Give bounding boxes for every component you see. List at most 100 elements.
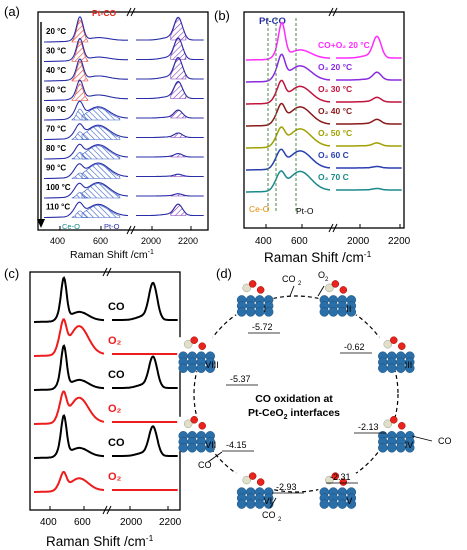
- panel-d: (d) I IIIIIIVVVIVIIVIII-0.62-2.13-2.31-2.…: [177, 266, 452, 523]
- series-label: O₂ 50 °C: [318, 128, 352, 138]
- series-label: 60 °C: [46, 105, 66, 114]
- oxygen-atom: [398, 422, 406, 430]
- energy-label: -2.13: [358, 422, 379, 432]
- state-label: III: [405, 360, 413, 370]
- panel-c-xtick-2000: 2000: [120, 517, 143, 528]
- series-line-right: [336, 35, 402, 59]
- panel-a-xtick-2200: 2200: [178, 236, 198, 246]
- oxygen-atom: [331, 472, 340, 480]
- molecule-arrow: [317, 285, 325, 297]
- panel-c-xtick-600: 600: [74, 517, 91, 528]
- state-label: VIII: [205, 360, 219, 370]
- series-line-left: [34, 471, 104, 493]
- series-label: O₂ 30 °C: [318, 84, 352, 94]
- series-line-left: [34, 318, 105, 357]
- ceria-atom: [187, 443, 197, 453]
- energy-label: -0.62: [344, 342, 365, 352]
- series-line-left: [44, 58, 128, 82]
- panel-b-xtick-2200: 2200: [388, 236, 411, 247]
- panel-c-xlabel: Raman Shift /cm-1: [46, 533, 154, 549]
- state-label: IV: [405, 440, 414, 450]
- panel-c-frame: [29, 271, 181, 511]
- panel-a-xtick-400: 400: [50, 236, 65, 246]
- series-label: O₂: [108, 403, 122, 415]
- pt-atom: [383, 339, 393, 349]
- pt-atom: [183, 339, 193, 349]
- hatched-peak-ptco: [71, 41, 89, 62]
- state-label: V: [346, 496, 352, 506]
- series-line-right: [136, 37, 204, 61]
- molecule-co2-bottom-sub: 2: [278, 517, 282, 523]
- cycle-path: [193, 295, 399, 493]
- axis-break-mark: [102, 505, 108, 515]
- panel-d-center-title: CO oxidation at: [255, 393, 333, 405]
- series-label: O₂: [108, 335, 122, 347]
- energy-label: -5.72: [252, 322, 273, 332]
- series-line-left: [44, 16, 128, 43]
- state-label: II: [346, 304, 351, 314]
- series-line-right: [112, 355, 178, 389]
- oxygen-atom: [256, 286, 265, 294]
- intermediate-VIII: VIII: [177, 336, 219, 373]
- series-line-right: [336, 165, 402, 169]
- panel-c-label: (c): [4, 266, 19, 281]
- panel-b-xtick-400: 400: [255, 236, 272, 247]
- series-line-left: [44, 37, 128, 63]
- ceria-atom: [328, 499, 339, 509]
- molecule-o2-top-sub: 2: [325, 277, 329, 283]
- axis-break-mark: [130, 225, 136, 235]
- panel-a-xlabel: Raman Shift /cm-1: [70, 249, 154, 261]
- molecule-co2-top: CO: [282, 274, 296, 284]
- molecule-co2-bottom: CO: [262, 510, 276, 520]
- series-line-left: [44, 123, 129, 141]
- intermediate-IV: IV: [376, 416, 415, 453]
- axis-break-mark: [328, 223, 334, 233]
- series-line-left: [246, 126, 331, 149]
- ceria-atom: [346, 499, 357, 509]
- ceria-atom: [319, 307, 330, 317]
- panel-c-xtick-400: 400: [40, 517, 57, 528]
- hatched-peak-pto: [81, 145, 121, 160]
- oxygen-atom: [248, 280, 257, 288]
- series-line-right: [112, 425, 178, 457]
- series-label: 70 °C: [46, 125, 66, 134]
- pt-atom: [242, 475, 251, 485]
- axis-break-mark: [332, 223, 338, 233]
- axis-break-mark: [126, 7, 132, 17]
- panel-b-ceo-label: Ce-O: [249, 204, 270, 214]
- molecule-arrow: [411, 435, 433, 442]
- hatched-peak-pto: [81, 183, 121, 199]
- energy-label: -4.15: [226, 440, 247, 450]
- series-line-left: [246, 53, 331, 83]
- panel-b-ptco-label: Pt-CO: [259, 16, 286, 27]
- oxygen-atom: [198, 342, 206, 350]
- panel-b-plot: CO+O₂ 20 °C O₂ 20 °C O₂ 30 °C O₂ 40 °C O₂ 50…: [246, 7, 402, 233]
- series-line-left: [246, 102, 331, 127]
- series-line-left: [246, 148, 331, 171]
- panel-a-frame: [37, 11, 209, 231]
- axis-break-mark: [102, 267, 108, 277]
- series-line-right: [136, 153, 204, 158]
- state-label: I: [264, 304, 267, 314]
- series-line-left: [44, 182, 129, 199]
- ceria-atom: [187, 363, 197, 373]
- pt-atom: [242, 283, 251, 293]
- oxygen-atom: [198, 422, 206, 430]
- series-line-right: [136, 173, 204, 178]
- oxygen-atom: [248, 472, 257, 480]
- ceria-atom: [346, 307, 357, 317]
- series-line-left: [44, 100, 128, 121]
- oxygen-atom: [390, 416, 398, 424]
- axis-break-mark: [332, 7, 338, 17]
- series-line-right: [136, 193, 204, 197]
- oxygen-atom: [256, 478, 265, 486]
- series-line-left: [246, 21, 330, 61]
- series-line-right: [136, 16, 204, 41]
- series-label: O₂ 20 °C: [318, 62, 352, 72]
- hatched-peak-pto: [81, 163, 121, 179]
- series-line-left: [44, 79, 128, 102]
- panel-b-label: (b): [214, 8, 230, 23]
- panel-a-label: (a): [4, 4, 20, 19]
- ceria-atom: [263, 307, 274, 317]
- energy-label: -2.93: [276, 482, 297, 492]
